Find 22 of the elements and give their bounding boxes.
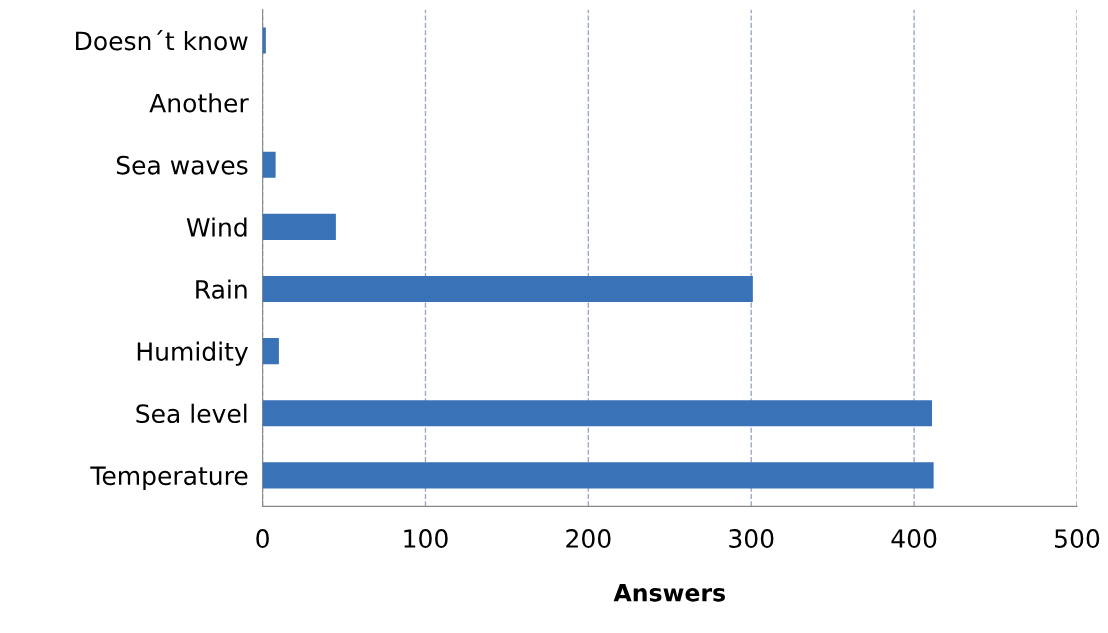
y-tick-label: Sea waves <box>116 155 248 175</box>
bar <box>262 27 266 54</box>
x-axis-title: Answers <box>613 584 725 602</box>
x-tick-label: 0 <box>256 529 269 548</box>
y-tick-label: Rain <box>196 279 247 299</box>
x-tick-label: 100 <box>404 529 448 548</box>
x-tick-label: 500 <box>1055 529 1100 548</box>
y-tick-label: Another <box>149 93 249 113</box>
y-tick-label: Temperature <box>90 466 248 491</box>
bar <box>262 338 279 365</box>
bar <box>262 400 933 427</box>
bar <box>262 462 934 489</box>
y-tick-label: Doesn´t know <box>76 30 248 51</box>
x-tick-label: 200 <box>566 529 611 548</box>
bar <box>262 275 753 303</box>
bar <box>262 151 276 178</box>
x-tick-label: 300 <box>729 529 774 548</box>
y-tick-label: Humidity <box>137 341 248 366</box>
y-tick-label: Sea level <box>136 403 247 424</box>
x-tick-label: 400 <box>891 529 937 548</box>
y-tick-label: Wind <box>186 217 247 237</box>
bar <box>262 213 336 240</box>
